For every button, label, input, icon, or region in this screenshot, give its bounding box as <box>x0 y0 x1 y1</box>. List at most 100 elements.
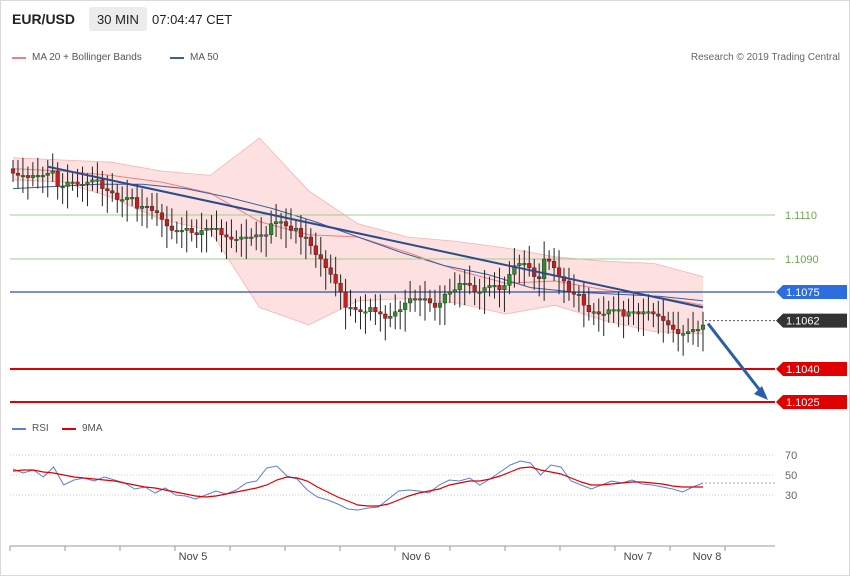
candle <box>631 311 636 314</box>
candle <box>30 175 35 178</box>
candle <box>40 175 45 178</box>
candle <box>383 313 388 319</box>
candle <box>472 285 477 293</box>
candle <box>671 324 676 330</box>
candle <box>154 210 160 214</box>
candle <box>378 311 383 315</box>
candle <box>606 309 611 315</box>
candle <box>219 227 224 235</box>
forecast-arrow-head <box>754 386 768 400</box>
candle <box>621 309 626 317</box>
legend-ma50: MA 50 <box>170 52 218 63</box>
candle <box>591 311 596 314</box>
candle <box>691 329 696 332</box>
candle <box>348 307 353 310</box>
candle <box>487 285 492 288</box>
candle <box>358 309 363 313</box>
candle <box>159 212 164 220</box>
candle <box>467 283 472 286</box>
time-label: 07:04:47 CET <box>152 11 233 27</box>
candle <box>482 287 487 293</box>
candle <box>497 285 502 290</box>
candle <box>442 294 447 304</box>
candle <box>214 227 219 230</box>
candle <box>596 311 601 315</box>
timeframe-badge[interactable]: 30 MIN <box>89 7 147 31</box>
candle <box>293 227 299 231</box>
candle <box>651 311 656 315</box>
ma50-swatch <box>170 56 184 59</box>
candle <box>417 298 423 301</box>
price-label-1.1025: 1.1025 <box>786 397 820 409</box>
candle <box>204 227 209 231</box>
candle <box>452 289 457 293</box>
candle <box>60 186 65 189</box>
candle <box>373 307 378 312</box>
legend-9ma: 9MA <box>62 423 103 434</box>
price-label-1.1110: 1.1110 <box>785 210 817 222</box>
candle <box>100 179 105 189</box>
candle <box>169 225 174 231</box>
candle <box>140 205 145 209</box>
rsi-tick-30: 30 <box>785 490 797 502</box>
candle <box>517 263 522 266</box>
candle <box>403 302 408 310</box>
candle <box>581 294 586 306</box>
candle <box>234 238 239 241</box>
candle <box>507 274 512 286</box>
candle <box>269 223 274 236</box>
candle <box>661 316 666 321</box>
candle <box>646 311 651 314</box>
candle <box>25 175 30 178</box>
price-label-1.1062: 1.1062 <box>786 316 820 328</box>
candle <box>656 313 661 317</box>
candle <box>586 305 591 313</box>
candle <box>313 245 318 255</box>
candle <box>413 298 418 301</box>
candle <box>353 307 358 310</box>
bollinger-swatch <box>12 56 26 59</box>
candle <box>492 285 497 288</box>
rsi-tick-50: 50 <box>785 470 797 482</box>
candle <box>130 197 135 200</box>
candle <box>179 230 184 233</box>
candle <box>259 234 264 237</box>
candle <box>388 316 393 319</box>
candle <box>393 311 398 317</box>
candle <box>15 172 21 176</box>
candle <box>55 170 60 187</box>
legend-rsi-label: RSI <box>32 423 49 434</box>
candle <box>566 280 572 293</box>
candle <box>323 258 328 269</box>
candle <box>65 181 70 187</box>
candle <box>616 309 621 312</box>
candle <box>50 170 55 174</box>
candle <box>45 172 50 176</box>
candle <box>254 234 259 238</box>
rsi-swatch <box>12 427 26 430</box>
candle <box>676 329 681 334</box>
rsi-tick-70: 70 <box>785 450 797 462</box>
candle <box>249 236 254 239</box>
price-tag-1.1062 <box>776 313 847 328</box>
candle <box>229 236 234 240</box>
price-tag-1.1025 <box>776 395 847 409</box>
candle <box>308 236 313 247</box>
candle <box>542 258 547 279</box>
candle <box>447 291 452 295</box>
candle <box>666 320 671 326</box>
candle <box>368 307 373 312</box>
candle <box>184 227 189 231</box>
candle <box>283 221 289 227</box>
candle <box>398 309 403 313</box>
candle <box>264 234 269 237</box>
candle <box>80 183 85 186</box>
candle <box>601 313 606 316</box>
candle <box>422 298 428 301</box>
candle <box>164 219 169 227</box>
candle <box>522 263 527 266</box>
candle <box>611 309 616 312</box>
candle <box>512 265 517 275</box>
candle <box>681 333 686 336</box>
